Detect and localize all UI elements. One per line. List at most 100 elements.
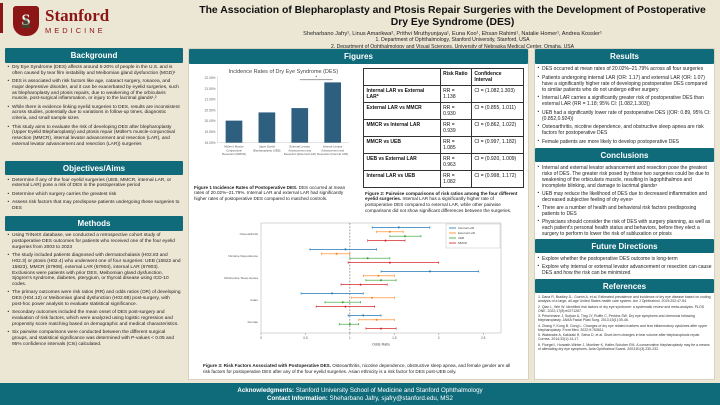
figure1-container: Incidence Rates of Dry Eye Syndrome (DES… — [192, 66, 358, 214]
svg-text:Asian: Asian — [250, 299, 258, 303]
poster-body: Background Dry Eye Syndrome (DES) affect… — [0, 46, 720, 380]
results-header: Results — [535, 49, 714, 64]
bullet-item: Determine which surgery carries the grea… — [7, 192, 181, 198]
bullet-item: Assess risk factors that may predispose … — [7, 200, 181, 212]
table-cell: Internal LAR vs External LAR* — [363, 84, 441, 103]
svg-text:Female: Female — [247, 321, 258, 325]
figure2-caption: Figure 2: Pairwise comparisons of risk r… — [363, 188, 524, 214]
objectives-header: Objectives/Aims — [5, 160, 183, 176]
figure2-caption-text: Internal LAR has a significantly higher … — [365, 196, 512, 213]
bullet-item: Explore why internal or external levator… — [537, 264, 712, 276]
svg-text:*: * — [315, 74, 317, 79]
reference-list: 1. Dana R, Bradley JL, Guerin A, et al. … — [535, 293, 714, 351]
figure3-forest-plot: 0 0.5 1 1.5 2 2.5 Odds Ratio Osteoarthritis Nico… — [223, 223, 501, 347]
svg-text:Blepharoplasty (UEB): Blepharoplasty (UEB) — [253, 148, 280, 152]
background-header: Background — [5, 48, 183, 63]
figures-column: Figures Incidence Rates of Dry Eye Syndr… — [188, 48, 529, 380]
table-header-cell — [363, 67, 441, 86]
table-cell: RR = 1.082 — [439, 169, 472, 188]
svg-text:External LAR: External LAR — [458, 232, 475, 236]
bullet-item: Explore whether the postoperative DES ou… — [537, 256, 712, 262]
acknowledgments-text: Stanford University School of Medicine a… — [294, 386, 483, 394]
figure1-bar-chart: Incidence Rates of Dry Eye Syndrome (DES… — [205, 68, 350, 156]
future-directions-bullets: Explore whether the postoperative DES ou… — [535, 253, 714, 277]
figures-header: Figures — [189, 49, 528, 64]
svg-text:Obstructive Sleep Apnea: Obstructive Sleep Apnea — [223, 277, 257, 281]
bullet-item: There are a number of health and behavio… — [537, 205, 712, 217]
svg-text:Conjunctival: Conjunctival — [226, 148, 242, 152]
bullet-item: Secondary outcomes included the mean ons… — [7, 310, 181, 327]
future-directions-header: Future Directions — [535, 238, 714, 254]
svg-text:Osteoarthritis: Osteoarthritis — [239, 233, 258, 237]
svg-text:20.50%: 20.50% — [205, 108, 216, 112]
section-methods: Methods Using TriNetX database, we condu… — [5, 216, 183, 347]
left-column: Background Dry Eye Syndrome (DES) affect… — [5, 48, 183, 380]
affiliation-2: 2. Department of Ophthalmology and Visua… — [330, 43, 575, 50]
red-edge-accent — [0, 3, 3, 33]
author-list: Sheharbano Jafry¹, Linus Amarikwa², Prit… — [303, 31, 602, 38]
table-row: Internal LAR vs UEB RR = 1.082 CI = (0.998… — [363, 169, 525, 188]
svg-text:Resection (MMCR): Resection (MMCR) — [222, 152, 246, 156]
svg-text:1: 1 — [348, 336, 350, 340]
table-row: External LAR vs MMCR RR = 0.930 CI = (0.85… — [363, 101, 525, 120]
figure1-caption-text: DES occurred at mean rates of 20.02%–21.… — [194, 184, 346, 201]
bullet-item: Female patients are more likely to devel… — [537, 139, 712, 145]
table-cell: UEB vs External LAR — [363, 152, 441, 171]
contact-text: Sheharbano Jafry, sjafry@stanford.edu, M… — [327, 394, 453, 402]
bullet-item: DES occurred at mean rates of 20.02%–21.… — [537, 66, 712, 72]
table-cell: MMCR vs Internal LAR — [363, 118, 441, 137]
table-cell: RR = 1.085 — [439, 135, 472, 154]
table-cell: CI = (0.855, 1.011) — [470, 101, 525, 120]
table-cell: CI = (1.082,1.303) — [470, 84, 525, 103]
table-row: MMCR vs UEB RR = 1.085 CI = (0.997, 1.182) — [363, 135, 525, 154]
background-bullets: Dry Eye Syndrome (DES) affects around 5-… — [5, 63, 183, 148]
bullet-item: The study included patients diagnosed wi… — [7, 253, 181, 288]
svg-text:Upper Eyelid: Upper Eyelid — [259, 144, 276, 148]
table-cell: CI = (0.920, 1.009) — [470, 152, 525, 171]
svg-text:1.5: 1.5 — [392, 336, 397, 340]
bullet-item: 4. Zhang Y, Kung B, Gong L. Changes of d… — [538, 323, 708, 332]
section-conclusions: Conclusions Internal and external levato… — [535, 147, 714, 237]
figure2-caption-lead: Figure 2: Pairwise comparisons of risk r… — [365, 190, 518, 202]
figure2-container: Risk Ratio Confidence Interval Internal LA… — [358, 66, 525, 214]
section-objectives: Objectives/Aims Determine if any of the … — [5, 160, 183, 212]
svg-text:Resection (External LAR): Resection (External LAR) — [284, 152, 316, 156]
figure3-container: 0 0.5 1 1.5 2 2.5 Odds Ratio Osteoarthritis Nico… — [189, 215, 528, 362]
bullet-item: While there is evidence linking eyelid s… — [7, 105, 181, 122]
bullet-item: Osteoarthritis, nicotine dependence, and… — [537, 124, 712, 136]
svg-text:Advancement and: Advancement and — [288, 148, 311, 152]
table-header-cell: Confidence Interval — [470, 67, 525, 86]
table-cell: External LAR vs MMCR — [363, 101, 441, 120]
bullet-item: Internal and external levator advancemen… — [537, 165, 712, 189]
svg-text:Advancement and: Advancement and — [321, 148, 344, 152]
acknowledgments-line: Acknowledgments: Stanford University Sch… — [237, 387, 482, 394]
svg-text:20.00%: 20.00% — [205, 119, 216, 123]
affiliation-1: 1. Department of Ophthalmology, Stanford… — [375, 37, 530, 44]
svg-text:2.5: 2.5 — [481, 336, 486, 340]
svg-text:2: 2 — [437, 336, 439, 340]
bullet-item: Using TriNetX database, we conducted a r… — [7, 233, 181, 250]
bullet-item: Dry Eye Syndrome (DES) affects around 5-… — [7, 65, 181, 77]
contact-line: Contact Information: Sheharbano Jafry, s… — [267, 395, 453, 402]
table-cell: RR = 1.138 — [439, 84, 472, 103]
svg-text:Internal LAR: Internal LAR — [458, 227, 474, 231]
svg-text:Nicotine Dependence: Nicotine Dependence — [228, 255, 258, 259]
figure3-caption: Figure 3: Risk Factors Associated with P… — [189, 362, 528, 374]
logo-wordmark: Stanford MEDICINE — [45, 7, 109, 36]
references-header: References — [535, 278, 714, 294]
stanford-tree-icon — [21, 15, 31, 28]
table-row: MMCR vs Internal LAR RR = 0.939 CI = (0.86… — [363, 118, 525, 137]
svg-text:21.00%: 21.00% — [205, 97, 216, 101]
table-row: Internal LAR vs External LAR* RR = 1.138 C… — [363, 84, 525, 103]
section-background: Background Dry Eye Syndrome (DES) affect… — [5, 48, 183, 148]
svg-text:Incidence Rates of Dry Eye Syn: Incidence Rates of Dry Eye Syndrome (DES… — [229, 68, 339, 74]
risk-ratio-table: Risk Ratio Confidence Interval Internal LA… — [363, 67, 525, 188]
bullet-item: DES is associated with risk factors like… — [7, 79, 181, 102]
svg-text:External Levator: External Levator — [289, 144, 310, 148]
figure1-caption: Figure 1 Incidence Rates of Postoperativ… — [192, 182, 358, 202]
conclusions-bullets: Internal and external levator advancemen… — [535, 162, 714, 237]
table-cell: CI = (0.997, 1.182) — [470, 135, 525, 154]
figure3-caption-text: Osteoarthritis, nicotine dependence, obs… — [203, 363, 511, 375]
results-bullets: DES occurred at mean rates of 20.02%–21.… — [535, 64, 714, 145]
bullet-item: Patients undergoing internal LAR (OR: 1.… — [537, 75, 712, 93]
